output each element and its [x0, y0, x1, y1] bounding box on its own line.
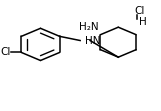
Text: H₂N: H₂N	[79, 22, 98, 32]
Text: H: H	[139, 17, 147, 27]
Text: Cl: Cl	[0, 47, 11, 57]
Text: Cl: Cl	[134, 6, 145, 16]
Text: HN: HN	[85, 36, 100, 46]
